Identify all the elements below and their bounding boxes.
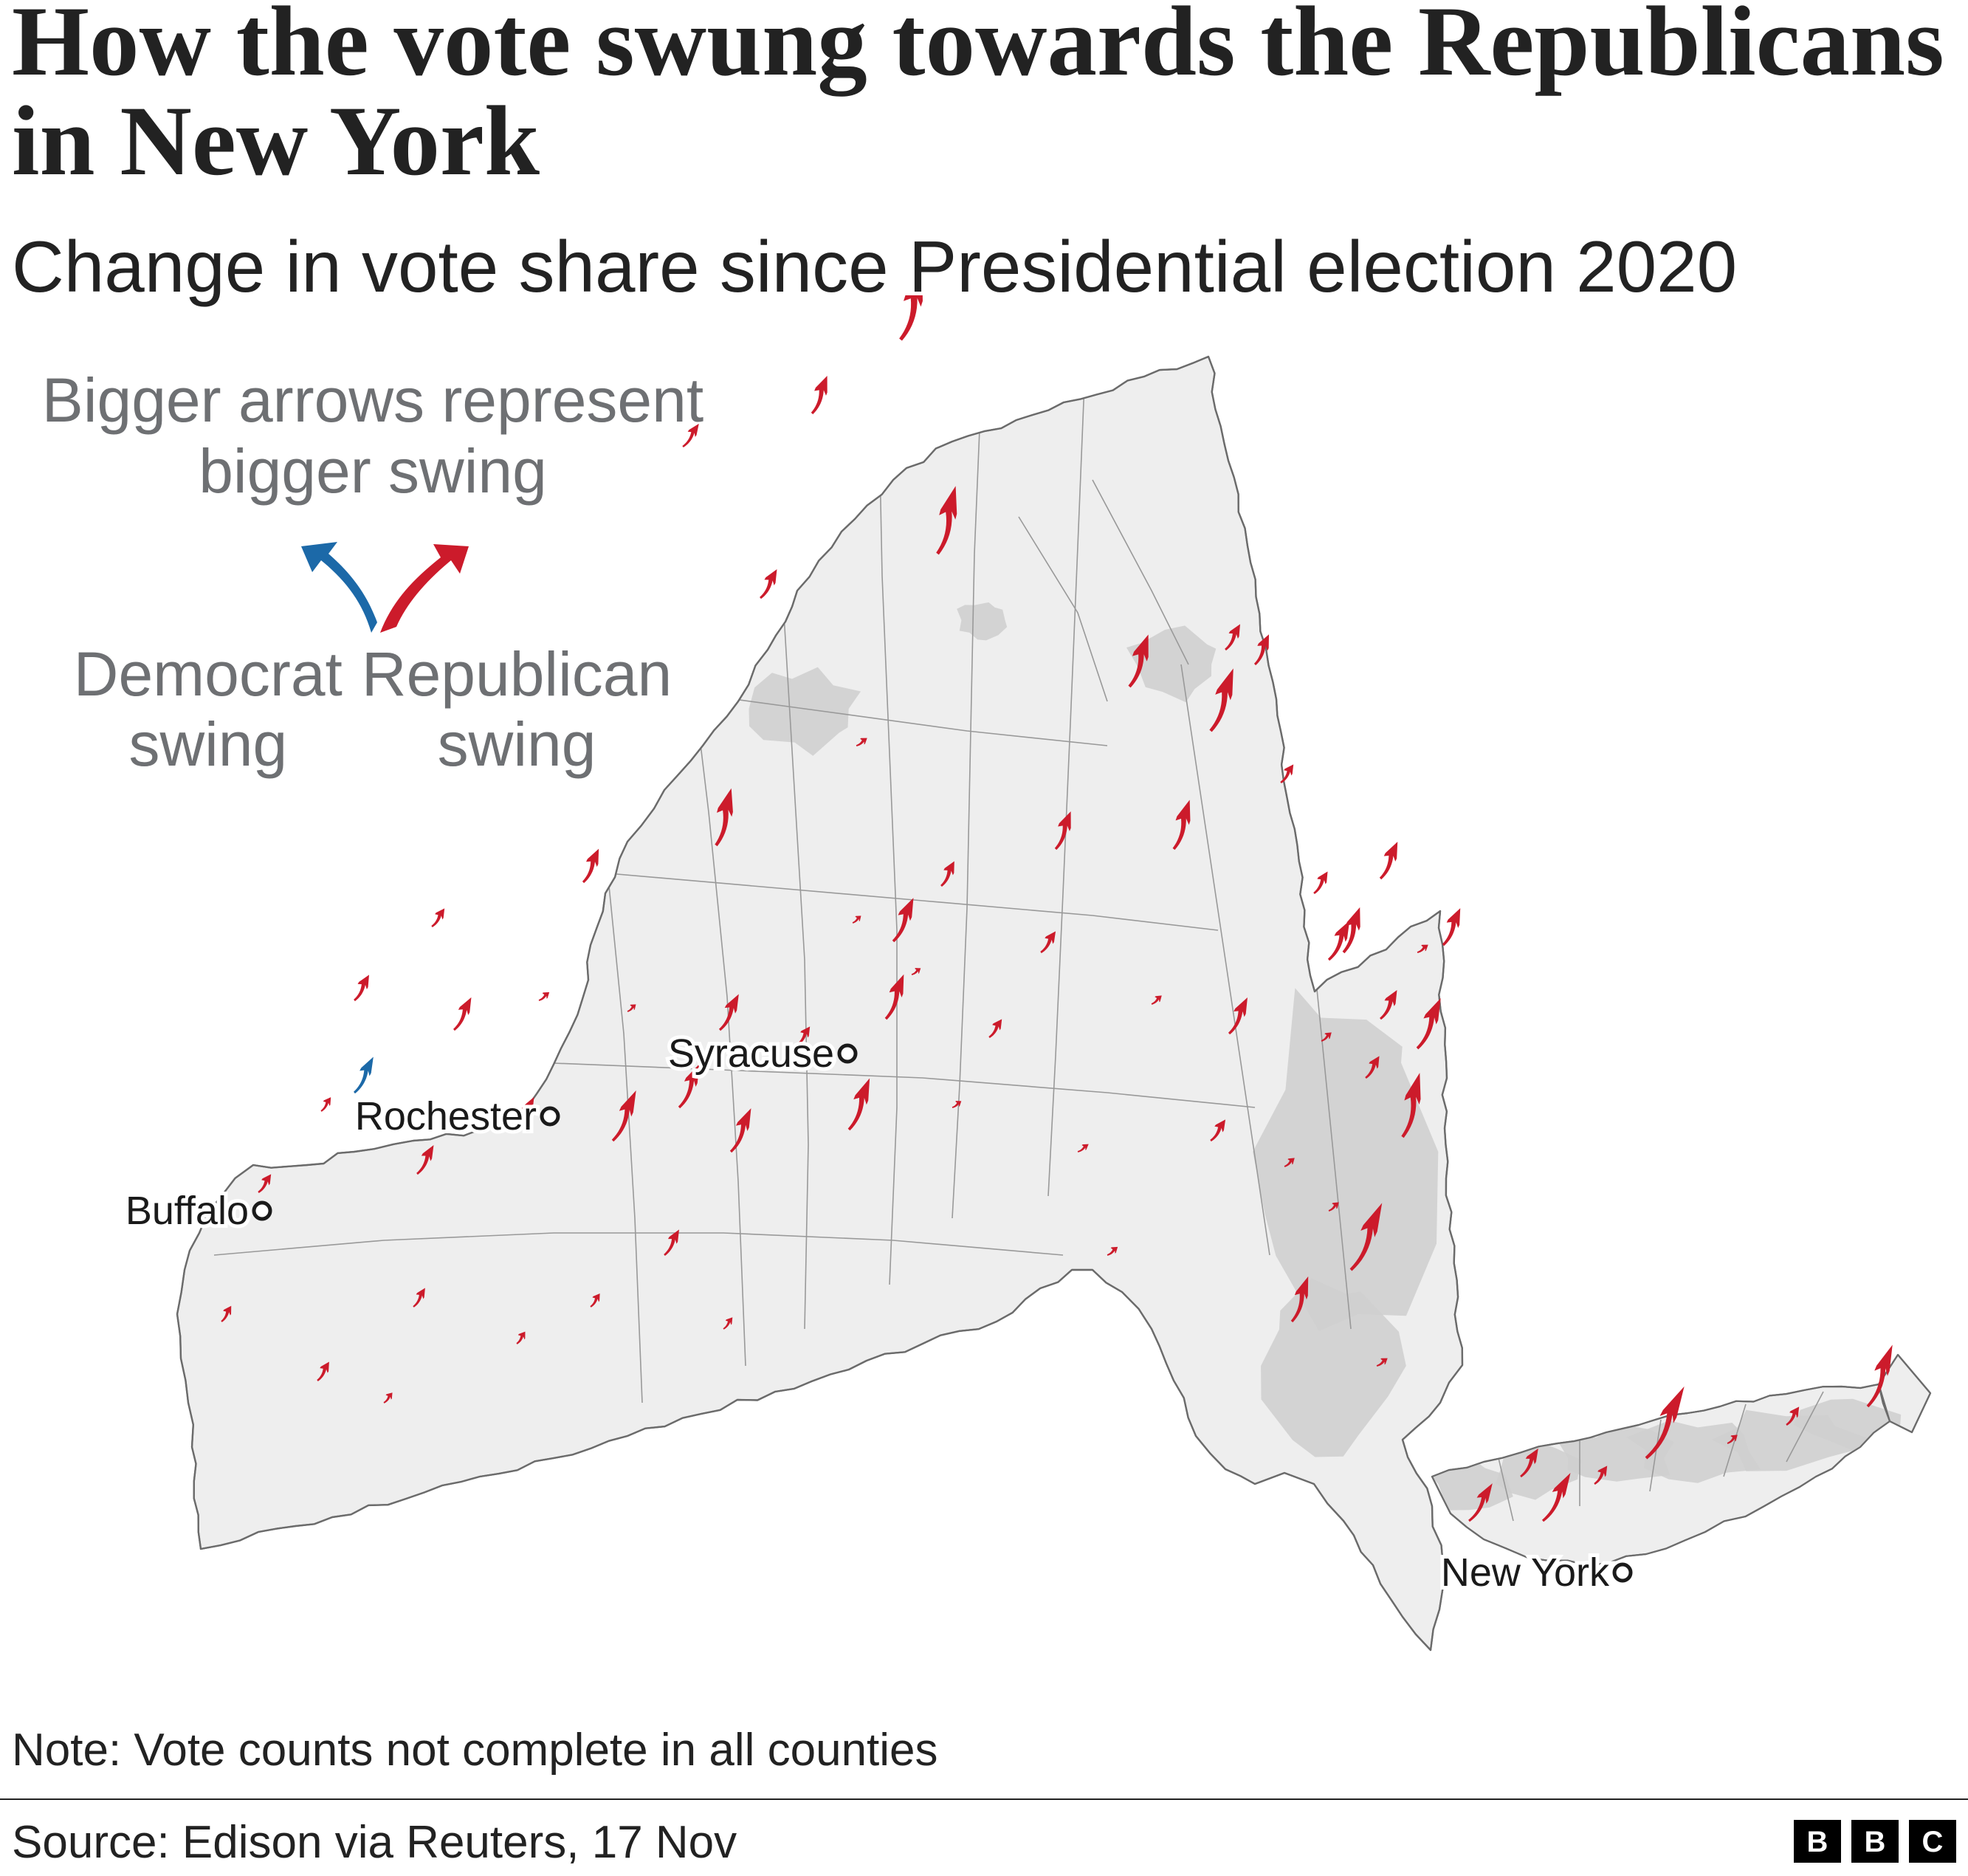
svg-text:Syracuse: Syracuse (668, 1031, 834, 1076)
svg-text:Rochester: Rochester (355, 1094, 537, 1138)
svg-text:Buffalo: Buffalo (125, 1189, 249, 1233)
svg-text:New York: New York (1441, 1550, 1610, 1595)
svg-text:C: C (1922, 1826, 1944, 1858)
svg-text:B: B (1865, 1826, 1886, 1858)
svg-text:B: B (1807, 1826, 1828, 1858)
